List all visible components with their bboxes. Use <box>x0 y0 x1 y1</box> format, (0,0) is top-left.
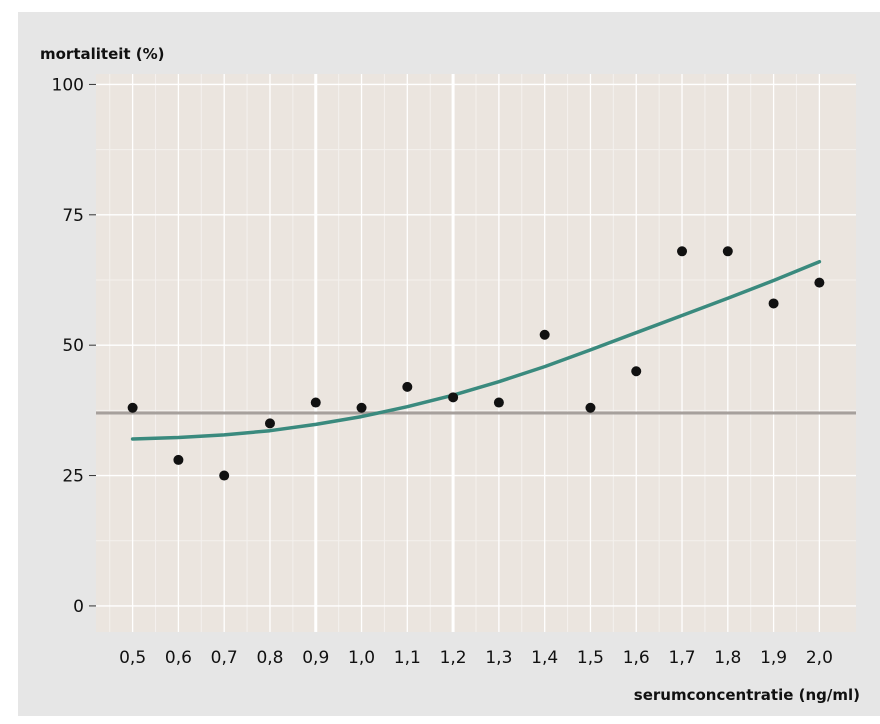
data-point <box>677 246 688 257</box>
x-axis-title: serumconcentratie (ng/ml) <box>634 686 860 704</box>
x-tick-label: 1,3 <box>485 648 512 668</box>
chart-frame: mortaliteit (%) serumconcentratie (ng/ml… <box>18 12 880 716</box>
y-axis-title: mortaliteit (%) <box>40 45 165 63</box>
x-tick-label: 1,0 <box>348 648 375 668</box>
scatter-chart: mortaliteit (%) serumconcentratie (ng/ml… <box>40 45 860 704</box>
data-point <box>539 329 550 340</box>
data-point <box>310 397 321 408</box>
x-tick-label: 1,7 <box>669 648 696 668</box>
x-tick-label: 1,8 <box>714 648 741 668</box>
x-tick-label: 2,0 <box>806 648 833 668</box>
x-tick-label: 0,8 <box>256 648 283 668</box>
x-tick-label: 0,6 <box>165 648 192 668</box>
data-point <box>585 402 596 413</box>
x-tick-label: 0,5 <box>119 648 146 668</box>
data-point <box>402 381 413 392</box>
x-tick-label: 1,9 <box>760 648 787 668</box>
data-point <box>448 392 459 403</box>
data-point <box>722 246 733 257</box>
x-tick-label: 1,6 <box>623 648 650 668</box>
y-tick-label: 25 <box>62 467 84 487</box>
x-tick-label: 1,1 <box>394 648 421 668</box>
x-tick-label: 1,5 <box>577 648 604 668</box>
x-tick-label: 0,7 <box>211 648 238 668</box>
data-point <box>768 298 779 309</box>
y-tick-label: 75 <box>62 206 84 226</box>
data-point <box>264 418 275 429</box>
data-point <box>356 402 367 413</box>
x-tick-label: 1,4 <box>531 648 558 668</box>
data-point <box>493 397 504 408</box>
data-point <box>127 402 138 413</box>
data-point <box>173 454 184 465</box>
data-point <box>814 277 825 288</box>
y-tick-label: 0 <box>73 597 84 617</box>
data-point <box>631 366 642 377</box>
plot-area: 0 25 50 75 100 0,5 0,6 0,7 0,8 0,9 1,0 1,1 1,2 1,3 1,4… <box>52 74 856 668</box>
fit-curve <box>130 259 822 441</box>
x-tick-label: 1,2 <box>440 648 467 668</box>
y-tick-label: 50 <box>62 336 84 356</box>
data-point <box>219 470 230 481</box>
y-tick-label: 100 <box>52 75 84 95</box>
x-tick-label: 0,9 <box>302 648 329 668</box>
